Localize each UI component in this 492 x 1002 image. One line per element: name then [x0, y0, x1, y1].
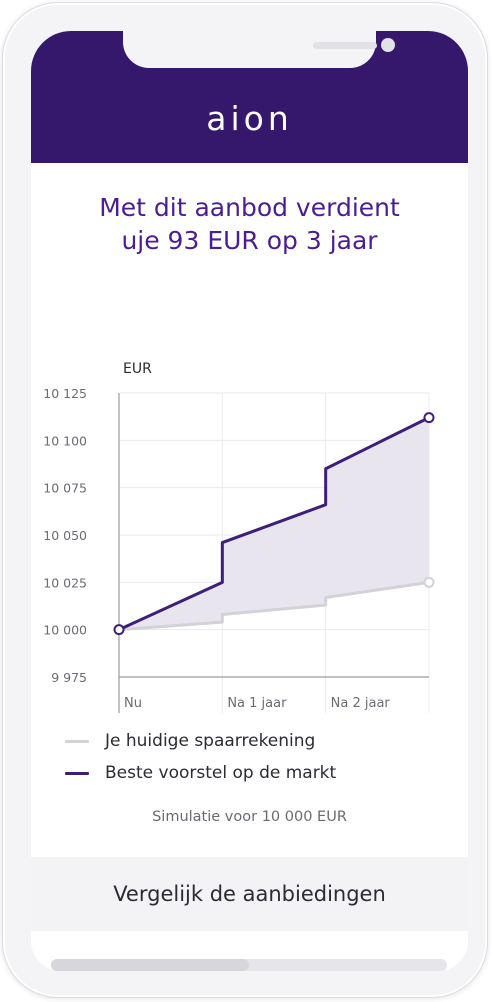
start-point	[113, 624, 125, 636]
y-axis-title: EUR	[123, 361, 152, 377]
legend-item-best: Beste voorstel op de markt	[63, 757, 453, 789]
headline-line-2: uje 93 EUR op 3 jaar	[121, 226, 378, 255]
y-tick-label: 10 025	[43, 575, 87, 590]
y-tick-label: 10 125	[43, 386, 87, 401]
legend-label-best: Beste voorstel op de markt	[105, 763, 337, 783]
legend-label-current: Je huidige spaarrekening	[105, 731, 316, 751]
phone-notch	[123, 31, 395, 68]
simulation-note: Simulatie voor 10 000 EUR	[152, 809, 347, 825]
compare-offers-button[interactable]: Vergelijk de aanbiedingen	[31, 857, 468, 931]
end-point-best	[423, 412, 435, 424]
aion-logo: aion	[206, 99, 293, 138]
offer-headline: Met dit aanbod verdient uje 93 EUR op 3 …	[31, 191, 468, 257]
x-tick-label: Nu	[124, 696, 142, 711]
y-tick-label: 10 075	[43, 481, 87, 496]
area-between-series	[119, 417, 429, 630]
y-tick-label: 9 975	[51, 670, 87, 685]
end-point-current	[423, 576, 435, 588]
legend-swatch-best	[65, 771, 89, 775]
y-tick-label: 10 000	[43, 623, 87, 638]
series-line-best	[118, 416, 430, 632]
legend-swatch-current	[65, 739, 89, 743]
x-tick-label: Na 2 jaar	[331, 696, 391, 711]
y-tick-label: 10 050	[43, 528, 87, 543]
x-tick-label: Na 1 jaar	[227, 696, 287, 711]
savings-chart: 9 975 10 000 10 025 10 050 10 075 10 100 10 12…	[43, 361, 435, 713]
speaker-grille	[313, 42, 377, 49]
front-camera	[381, 38, 395, 52]
scroll-indicator[interactable]	[51, 959, 447, 971]
screen: aion Met dit aanbod verdient uje 93 EUR …	[31, 31, 468, 971]
scroll-thumb[interactable]	[51, 959, 249, 971]
chart-legend: Je huidige spaarrekening Beste voorstel …	[63, 725, 453, 789]
headline-line-1: Met dit aanbod verdient	[99, 193, 400, 222]
legend-item-current: Je huidige spaarrekening	[63, 725, 453, 757]
series-line-current	[118, 580, 430, 632]
y-tick-label: 10 100	[43, 433, 87, 448]
